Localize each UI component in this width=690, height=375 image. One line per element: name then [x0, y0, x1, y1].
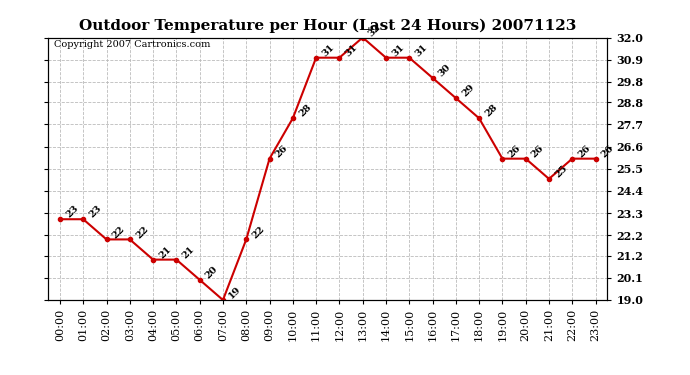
Text: 23: 23 — [88, 204, 103, 220]
Text: 26: 26 — [600, 143, 615, 159]
Text: 26: 26 — [530, 143, 546, 159]
Text: 21: 21 — [181, 244, 197, 260]
Text: 22: 22 — [110, 224, 126, 240]
Text: 29: 29 — [460, 83, 476, 99]
Text: 22: 22 — [134, 224, 150, 240]
Text: 31: 31 — [390, 42, 406, 58]
Text: 31: 31 — [344, 42, 359, 58]
Text: 22: 22 — [250, 224, 266, 240]
Text: 26: 26 — [576, 143, 592, 159]
Text: 23: 23 — [64, 204, 80, 220]
Text: 26: 26 — [274, 143, 290, 159]
Text: 28: 28 — [297, 103, 313, 119]
Text: 25: 25 — [553, 164, 569, 180]
Text: Outdoor Temperature per Hour (Last 24 Hours) 20071123: Outdoor Temperature per Hour (Last 24 Ho… — [79, 19, 576, 33]
Text: 28: 28 — [483, 103, 499, 119]
Text: 21: 21 — [157, 244, 173, 260]
Text: 31: 31 — [413, 42, 429, 58]
Text: 30: 30 — [437, 63, 453, 78]
Text: 26: 26 — [506, 143, 522, 159]
Text: 31: 31 — [320, 42, 336, 58]
Text: 20: 20 — [204, 264, 220, 280]
Text: 19: 19 — [227, 285, 243, 301]
Text: Copyright 2007 Cartronics.com: Copyright 2007 Cartronics.com — [54, 40, 210, 49]
Text: 32: 32 — [367, 22, 383, 38]
